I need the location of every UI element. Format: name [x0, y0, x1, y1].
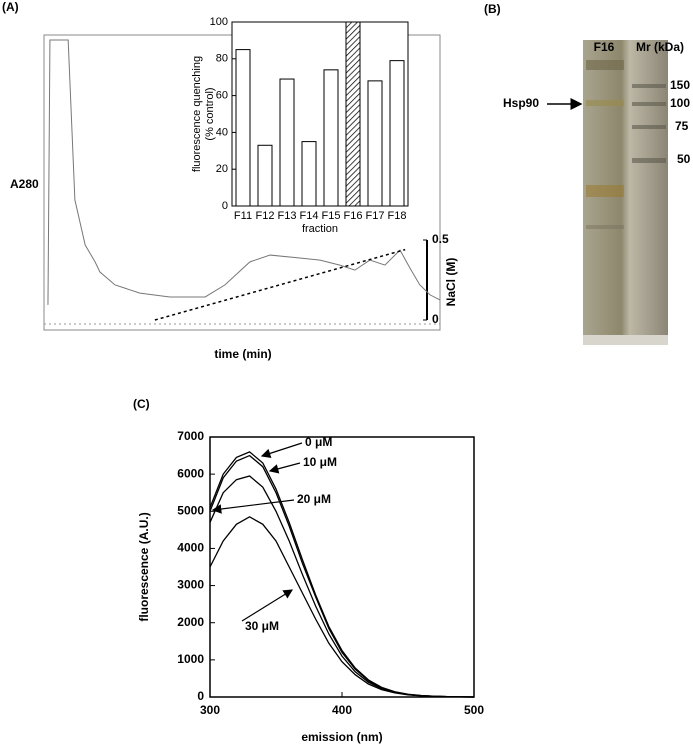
x-tick-label: 400: [332, 703, 352, 717]
y-axis-label: fluorescence (A.U.): [137, 512, 151, 621]
x-tick-label: F11: [234, 210, 252, 222]
bar: [323, 69, 339, 207]
trace-line: [47, 39, 441, 305]
spectrum-line: [209, 516, 475, 698]
spectrum-line: [209, 475, 475, 698]
gradient-line: [154, 248, 406, 321]
y-tick-label: 6000: [177, 466, 204, 480]
y-tick-label: 0: [222, 200, 228, 212]
bar: [235, 49, 251, 207]
panel-label: (B): [484, 2, 501, 16]
marker-label: 150: [670, 78, 690, 92]
y-tick-label: 20: [216, 163, 228, 175]
series-label: 20 μM: [297, 492, 331, 506]
bar: [389, 60, 405, 207]
y-tick-label: 80: [216, 53, 228, 65]
y-axis-label: A280: [10, 177, 39, 191]
y-tick-label: 5000: [177, 503, 204, 517]
y2-tick-label: 0.5: [432, 232, 449, 246]
y-tick-label: 60: [216, 90, 228, 102]
panel-label: (C): [133, 397, 150, 411]
marker-label: 100: [670, 96, 690, 110]
gel-band: [632, 125, 666, 129]
series-arrow: [211, 499, 295, 514]
bar: [301, 141, 317, 207]
x-axis-label: time (min): [214, 347, 271, 361]
gel-band: [586, 60, 624, 70]
y-tick-label: 100: [210, 16, 228, 28]
panel-label: (A): [2, 0, 19, 14]
gel-band: [586, 185, 624, 197]
x-tick-label: 300: [200, 703, 220, 717]
bar: [367, 80, 383, 207]
gel-band: [632, 158, 666, 163]
series-label: 10 μM: [303, 455, 337, 469]
series-label: 0 μM: [305, 435, 332, 449]
spectrum-line: [209, 451, 475, 698]
y-tick-label: 4000: [177, 541, 204, 555]
series-arrow: [268, 462, 301, 474]
y-tick-label: 40: [216, 126, 228, 138]
x-tick-label: F15: [322, 210, 341, 222]
x-tick-label: F14: [300, 210, 319, 222]
y-tick-label: 3000: [177, 578, 204, 592]
series-arrow: [260, 442, 303, 458]
y-axis-label: (% control): [204, 87, 216, 140]
lane-label: Mr (kDa): [636, 40, 684, 54]
bar: [257, 144, 273, 207]
bar: [345, 21, 361, 207]
x-tick-label: F18: [388, 210, 407, 222]
gel-band: [586, 100, 624, 106]
marker-label: 75: [675, 119, 689, 133]
x-axis-label: emission (nm): [301, 730, 382, 744]
series-arrow: [241, 589, 294, 622]
gel-band: [586, 225, 624, 229]
marker-label: 50: [677, 152, 691, 166]
x-axis-label: fraction: [302, 223, 338, 235]
lane-label: F16: [594, 40, 615, 54]
gel-band: [632, 102, 666, 106]
bar: [279, 78, 295, 207]
gel: (B) F16 Mr (kDa) 150 100 75 50 Hsp90: [484, 2, 691, 345]
band-label: Hsp90: [503, 96, 539, 110]
x-tick-label: F17: [366, 210, 385, 222]
y-tick-label: 1000: [177, 652, 204, 666]
series-label: 30 μM: [245, 619, 279, 633]
y2-tick-label: 0: [432, 312, 439, 326]
gel-edge: [583, 335, 668, 345]
x-tick-label: 500: [464, 703, 484, 717]
y-axis-label: fluorescence quenching: [191, 56, 203, 172]
gel-band: [632, 84, 666, 88]
x-tick-label: F16: [344, 210, 363, 222]
y-tick-label: 0: [197, 689, 204, 703]
y2-axis-label: NaCl (M): [444, 258, 458, 307]
x-tick-label: F13: [278, 210, 297, 222]
y-tick-label: 2000: [177, 615, 204, 629]
y-tick-label: 7000: [177, 429, 204, 443]
x-tick-label: F12: [256, 210, 275, 222]
